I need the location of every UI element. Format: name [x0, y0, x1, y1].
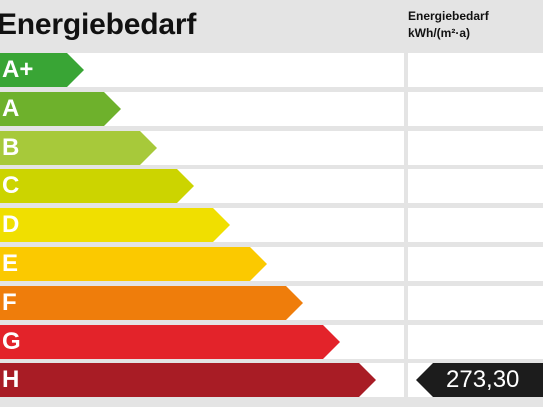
value-cell: [408, 92, 543, 126]
class-label: C: [2, 172, 20, 199]
page-title: Energiebedarf: [0, 8, 197, 41]
current-value: 273,30: [446, 366, 520, 393]
class-label: E: [2, 250, 19, 277]
class-arrow: G: [0, 325, 340, 359]
class-cell: A+: [0, 53, 404, 87]
class-arrow: A+: [0, 53, 84, 87]
class-label: D: [2, 211, 20, 238]
class-cell: E: [0, 247, 404, 281]
value-cell: [408, 325, 543, 359]
class-label: A+: [2, 56, 34, 83]
class-arrow: E: [0, 247, 267, 281]
class-arrow: B: [0, 131, 157, 165]
column-header-unit: kWh/(m²·a): [408, 26, 470, 40]
value-cell: [408, 247, 543, 281]
class-cell: G: [0, 325, 404, 359]
class-cell: F: [0, 286, 404, 320]
value-cell: [408, 131, 543, 165]
class-arrow: F: [0, 286, 303, 320]
value-cell: [408, 53, 543, 87]
header-right: Energiebedarf kWh/(m²·a): [408, 0, 543, 50]
class-cell: D: [0, 208, 404, 242]
class-cell: A: [0, 92, 404, 126]
class-cell: H: [0, 363, 404, 397]
class-arrow: A: [0, 92, 121, 126]
class-arrow: H: [0, 363, 376, 397]
value-cell: [408, 169, 543, 203]
current-value-marker: 273,30: [416, 363, 543, 397]
class-label: G: [2, 328, 21, 355]
class-arrow: C: [0, 169, 194, 203]
class-arrow: D: [0, 208, 230, 242]
column-header: Energiebedarf kWh/(m²·a): [408, 8, 489, 42]
value-cell: [408, 286, 543, 320]
class-label: A: [2, 95, 20, 122]
class-cell: C: [0, 169, 404, 203]
column-header-title: Energiebedarf: [408, 9, 489, 23]
class-label: H: [2, 366, 20, 393]
value-cell: [408, 208, 543, 242]
header-left: Energiebedarf: [0, 0, 404, 50]
class-label: F: [2, 289, 17, 316]
class-label: B: [2, 134, 20, 161]
class-cell: B: [0, 131, 404, 165]
